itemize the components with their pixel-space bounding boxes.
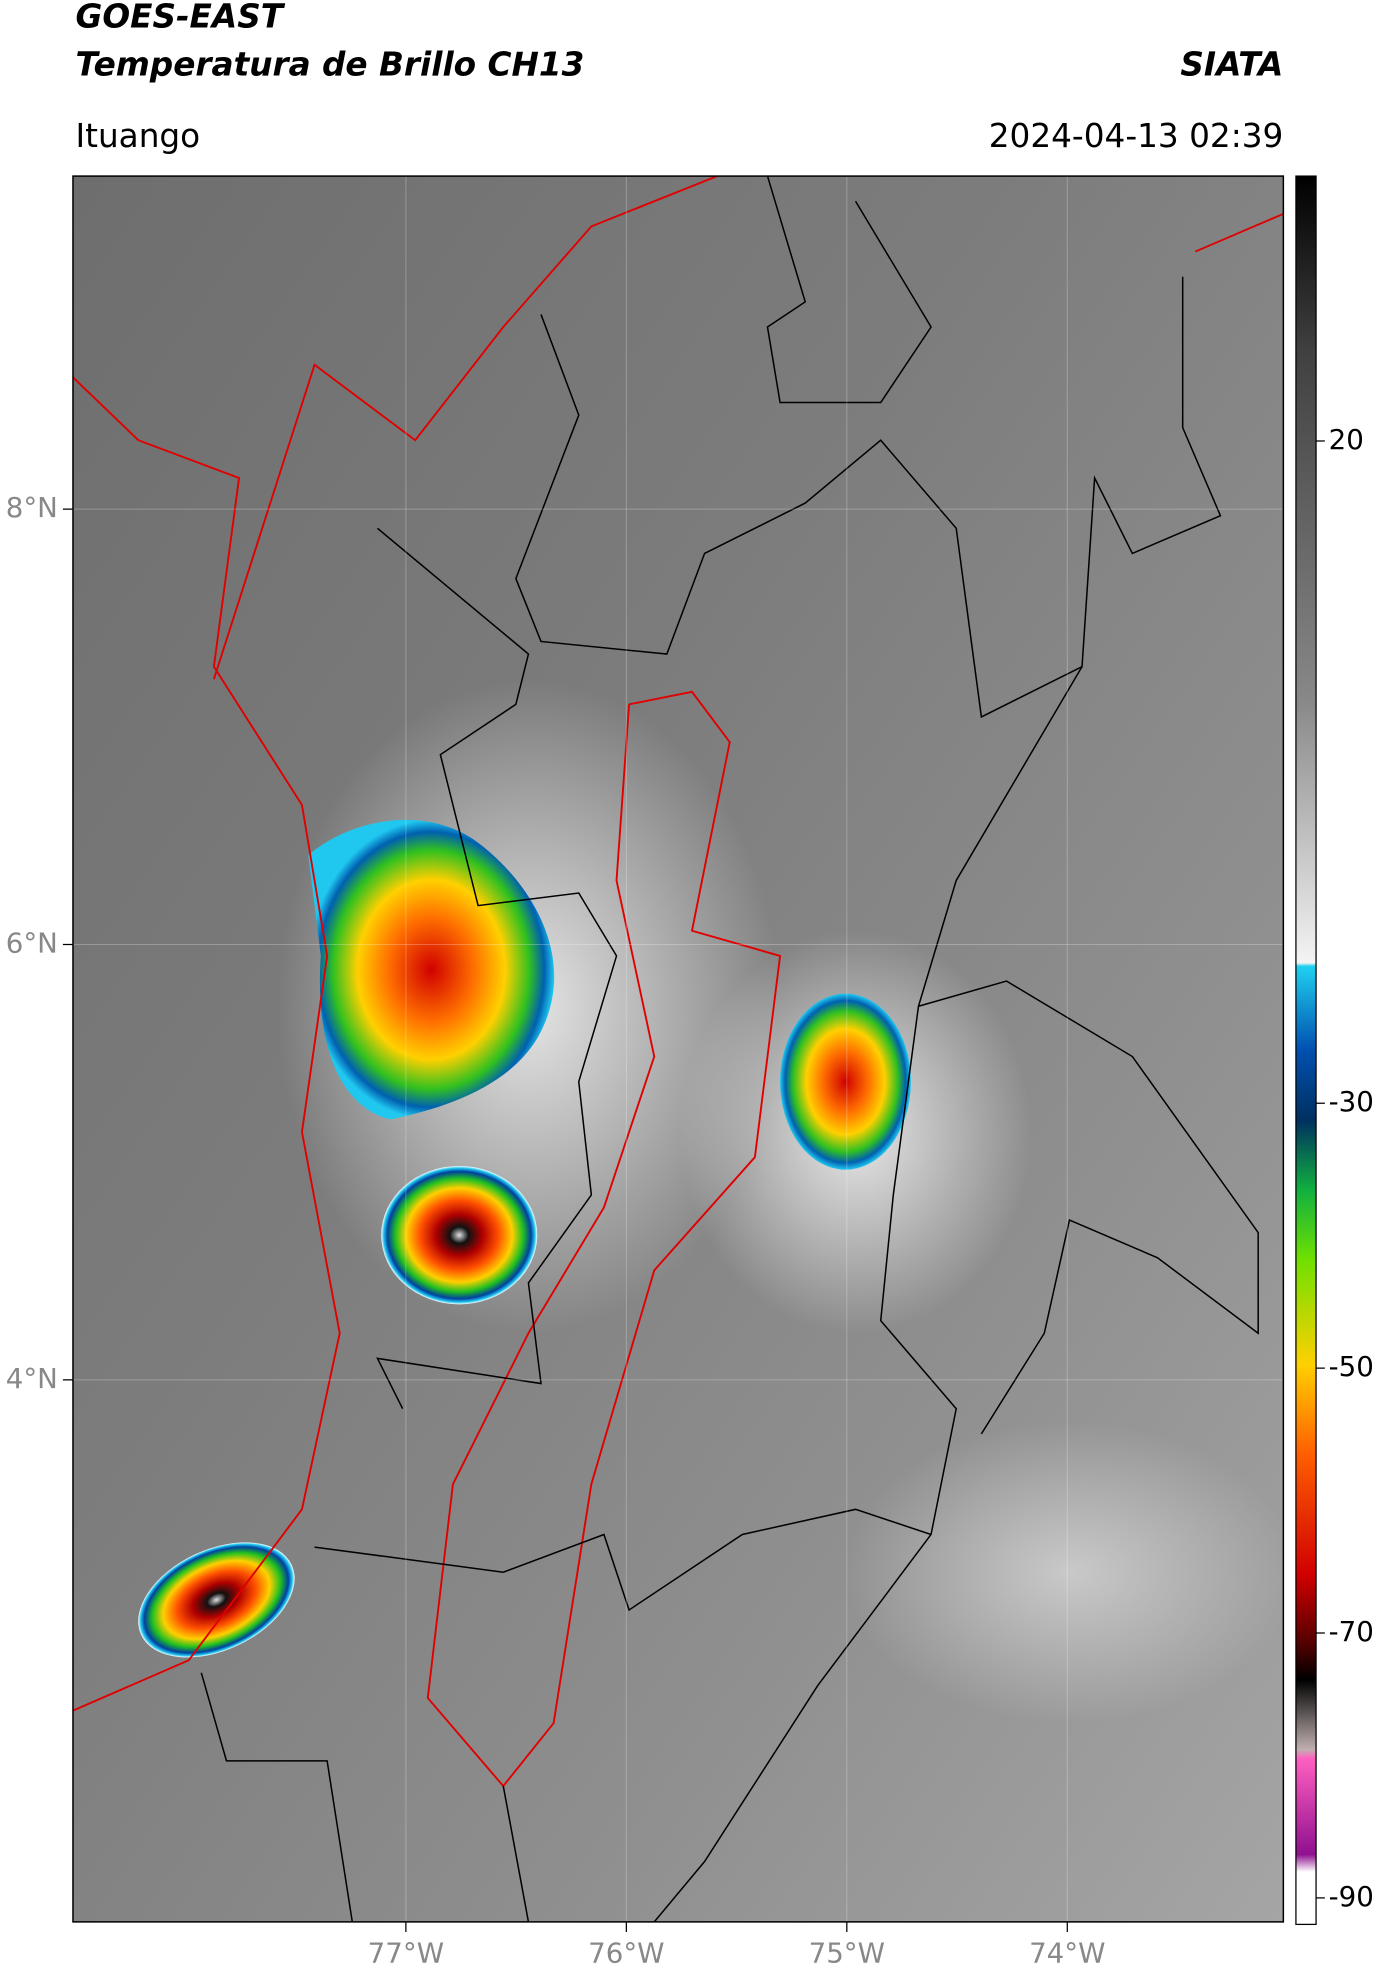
boundary — [314, 1508, 932, 1612]
coastline — [72, 376, 341, 1712]
coastline — [212, 176, 718, 680]
map-image — [72, 176, 1284, 1922]
y-tick-label: 8°N — [6, 491, 58, 524]
colorbar-tick-label: 20 — [1329, 423, 1364, 456]
storm-cell — [780, 993, 911, 1170]
boundary — [200, 1672, 354, 1922]
boundary — [766, 176, 932, 404]
colorbar-tick-label: -50 — [1329, 1350, 1374, 1383]
grid — [72, 176, 1284, 1922]
boundary — [502, 1785, 530, 1922]
y-tick-label: 6°N — [6, 927, 58, 960]
x-tick-label: 76°W — [588, 1937, 664, 1970]
colorbar-tick-label: -70 — [1329, 1615, 1374, 1648]
boundary — [376, 527, 618, 1410]
cloud — [843, 1421, 1284, 1724]
storm-cell — [308, 819, 555, 1120]
colorbar-tick-label: -30 — [1329, 1085, 1374, 1118]
x-tick-label: 74°W — [1029, 1937, 1105, 1970]
boundary — [1194, 212, 1284, 253]
boundary — [653, 666, 1083, 1922]
y-tick-label: 4°N — [6, 1362, 58, 1395]
brand: SIATA — [1180, 45, 1283, 83]
location: Ituango — [75, 117, 200, 155]
colorbar-tick-label: -90 — [1329, 1880, 1374, 1913]
boundary — [918, 980, 1259, 1435]
x-tick-label: 75°W — [809, 1937, 885, 1970]
boundary — [426, 690, 782, 1788]
boundary — [515, 276, 1222, 719]
storm-cell — [381, 1165, 538, 1305]
map-frame — [72, 175, 1285, 1923]
x-tick-label: 77°W — [368, 1937, 444, 1970]
title: GOES-EAST — [75, 0, 285, 36]
timestamp: 2024-04-13 02:39 — [989, 117, 1284, 155]
colorbar — [1295, 175, 1317, 1926]
subtitle: Temperatura de Brillo CH13 — [75, 45, 584, 83]
